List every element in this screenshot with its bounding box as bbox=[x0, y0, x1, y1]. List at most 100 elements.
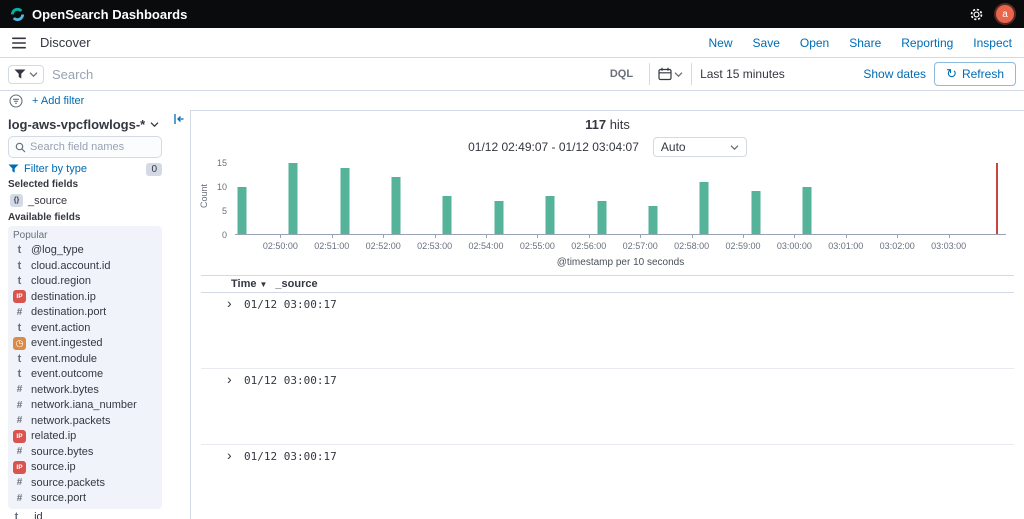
settings-icon[interactable] bbox=[969, 7, 984, 22]
chart-time-range: 01/12 02:49:07 - 01/12 03:04:07 bbox=[468, 140, 639, 154]
x-axis-tick-label: 02:55:00 bbox=[519, 241, 555, 251]
x-axis-tick-label: 03:01:00 bbox=[828, 241, 864, 251]
search-box: DQL bbox=[52, 62, 641, 86]
user-avatar[interactable]: a bbox=[996, 5, 1014, 23]
histogram-bar[interactable] bbox=[442, 196, 452, 234]
nav-link-share[interactable]: Share bbox=[849, 35, 882, 50]
filter-funnel-icon bbox=[8, 164, 19, 173]
histogram-bar[interactable] bbox=[648, 205, 658, 234]
field-item-source.port[interactable]: # source.port bbox=[11, 491, 159, 507]
filter-funnel-icon bbox=[14, 69, 26, 78]
x-axis-tick-label: 02:52:00 bbox=[365, 241, 401, 251]
field-item-network.bytes[interactable]: # network.bytes bbox=[11, 382, 159, 398]
time-column-header[interactable]: Time ▼ bbox=[231, 278, 267, 290]
histogram-bar[interactable] bbox=[391, 177, 401, 234]
field-item-event.module[interactable]: t event.module bbox=[11, 351, 159, 367]
table-row: › 01/12 03:00:17 bbox=[201, 293, 1014, 369]
field-name: source.ip bbox=[31, 461, 76, 474]
time-range-value[interactable]: Last 15 minutes bbox=[700, 67, 785, 81]
field-item-event.ingested[interactable]: ◷ event.ingested bbox=[11, 336, 159, 352]
filter-by-type-button[interactable]: Filter by type 0 bbox=[8, 162, 162, 176]
histogram-bar[interactable] bbox=[237, 186, 247, 234]
index-pattern-switcher[interactable]: log-aws-vpcflowlogs-* bbox=[8, 116, 162, 132]
interval-select[interactable]: Auto bbox=[652, 137, 747, 157]
field-item-_id[interactable]: t _id bbox=[8, 509, 162, 519]
x-axis-labels: 02:50:00 02:51:00 02:52:00 02:53:00 02:54:00… bbox=[235, 241, 1006, 253]
collapse-sidebar-icon[interactable] bbox=[173, 113, 185, 125]
saved-query-menu-button[interactable] bbox=[8, 64, 44, 84]
field-name: destination.port bbox=[31, 306, 107, 319]
nav-link-save[interactable]: Save bbox=[752, 35, 780, 50]
histogram-bar[interactable] bbox=[545, 196, 555, 234]
chevron-down-icon bbox=[29, 71, 38, 77]
x-axis-tick bbox=[383, 235, 385, 238]
y-axis-tick-label: 0 bbox=[221, 230, 227, 240]
x-axis-tick bbox=[743, 235, 744, 238]
divider bbox=[649, 63, 651, 85]
y-axis-tick-label: 15 bbox=[216, 158, 227, 168]
nav-link-new[interactable]: New bbox=[708, 35, 733, 50]
x-axis-tick bbox=[486, 235, 487, 238]
x-axis-tick bbox=[331, 235, 333, 238]
histogram-bar[interactable] bbox=[340, 167, 350, 234]
field-item-network.iana_number[interactable]: # network.iana_number bbox=[11, 398, 159, 414]
field-item-@log_type[interactable]: t @log_type bbox=[11, 243, 159, 259]
field-name: destination.ip bbox=[31, 290, 96, 303]
field-item-source.bytes[interactable]: # source.bytes bbox=[11, 444, 159, 460]
field-item-source.ip[interactable]: IP source.ip bbox=[11, 460, 159, 476]
nav-link-reporting[interactable]: Reporting bbox=[901, 35, 954, 50]
field-item-network.packets[interactable]: # network.packets bbox=[11, 413, 159, 429]
field-search-input[interactable] bbox=[30, 141, 140, 153]
field-item-source.packets[interactable]: # source.packets bbox=[11, 475, 159, 491]
calendar-icon bbox=[658, 67, 672, 81]
field-name: cloud.region bbox=[31, 275, 91, 288]
nav-link-inspect[interactable]: Inspect bbox=[973, 35, 1012, 50]
field-item-destination.port[interactable]: # destination.port bbox=[11, 305, 159, 321]
field-name: event.action bbox=[31, 321, 91, 334]
x-axis-tick-label: 02:57:00 bbox=[622, 241, 658, 251]
filter-options-icon[interactable] bbox=[9, 93, 23, 108]
date-picker: Last 15 minutes Show dates bbox=[658, 63, 926, 85]
hits-count: 117 bbox=[585, 117, 607, 132]
y-axis-tick-label: 5 bbox=[221, 206, 227, 216]
breadcrumb[interactable]: Discover bbox=[40, 35, 91, 50]
x-axis-title: @timestamp per 10 seconds bbox=[556, 257, 685, 268]
nav-link-open[interactable]: Open bbox=[799, 35, 830, 50]
field-type-number-icon: # bbox=[16, 399, 23, 411]
x-axis-tick-label: 03:02:00 bbox=[879, 241, 915, 251]
fields-sidebar: log-aws-vpcflowlogs-* Filter by type 0 S… bbox=[0, 110, 170, 519]
field-item-cloud.region[interactable]: t cloud.region bbox=[11, 274, 159, 290]
field-item-related.ip[interactable]: IP related.ip bbox=[11, 429, 159, 445]
calendar-button[interactable] bbox=[658, 67, 683, 81]
refresh-button[interactable]: ↻ Refresh bbox=[934, 62, 1016, 86]
brand[interactable]: OpenSearch Dashboards bbox=[10, 7, 187, 22]
histogram-bar[interactable] bbox=[751, 191, 761, 234]
field-name: event.module bbox=[31, 352, 98, 365]
query-language-button[interactable]: DQL bbox=[609, 68, 634, 80]
search-input[interactable] bbox=[52, 66, 602, 82]
field-item-_source[interactable]: {} _source bbox=[8, 193, 162, 209]
available-fields-title: Available fields bbox=[8, 211, 81, 223]
histogram-chart: Count 0 5 10 15 02:50:00 02:51:00 02:52:00 02:… bbox=[199, 158, 1014, 255]
row-timestamp: 01/12 03:00:17 bbox=[244, 450, 337, 463]
field-item-event.outcome[interactable]: t event.outcome bbox=[11, 367, 159, 383]
show-dates-button[interactable]: Show dates bbox=[863, 67, 927, 81]
filter-bar: + Add filter bbox=[0, 91, 1024, 110]
histogram-bar[interactable] bbox=[699, 181, 709, 234]
histogram-bar[interactable] bbox=[802, 186, 812, 234]
add-filter-button[interactable]: + Add filter bbox=[32, 94, 85, 107]
expand-row-icon[interactable]: › bbox=[227, 295, 232, 311]
top-nav-links: New Save Open Share Reporting Inspect bbox=[709, 36, 1013, 50]
doc-table-header: Time ▼ _source bbox=[201, 275, 1014, 293]
histogram-bar[interactable] bbox=[494, 200, 504, 234]
expand-row-icon[interactable]: › bbox=[227, 447, 232, 463]
histogram-bar[interactable] bbox=[288, 163, 298, 234]
field-item-cloud.account.id[interactable]: t cloud.account.id bbox=[11, 258, 159, 274]
menu-icon[interactable] bbox=[12, 37, 26, 49]
histogram-bar[interactable] bbox=[597, 200, 607, 234]
field-item-event.action[interactable]: t event.action bbox=[11, 320, 159, 336]
selected-fields-title: Selected fields bbox=[8, 179, 79, 190]
x-axis-tick-label: 02:51:00 bbox=[314, 241, 350, 251]
field-item-destination.ip[interactable]: IP destination.ip bbox=[11, 289, 159, 305]
expand-row-icon[interactable]: › bbox=[227, 371, 232, 387]
